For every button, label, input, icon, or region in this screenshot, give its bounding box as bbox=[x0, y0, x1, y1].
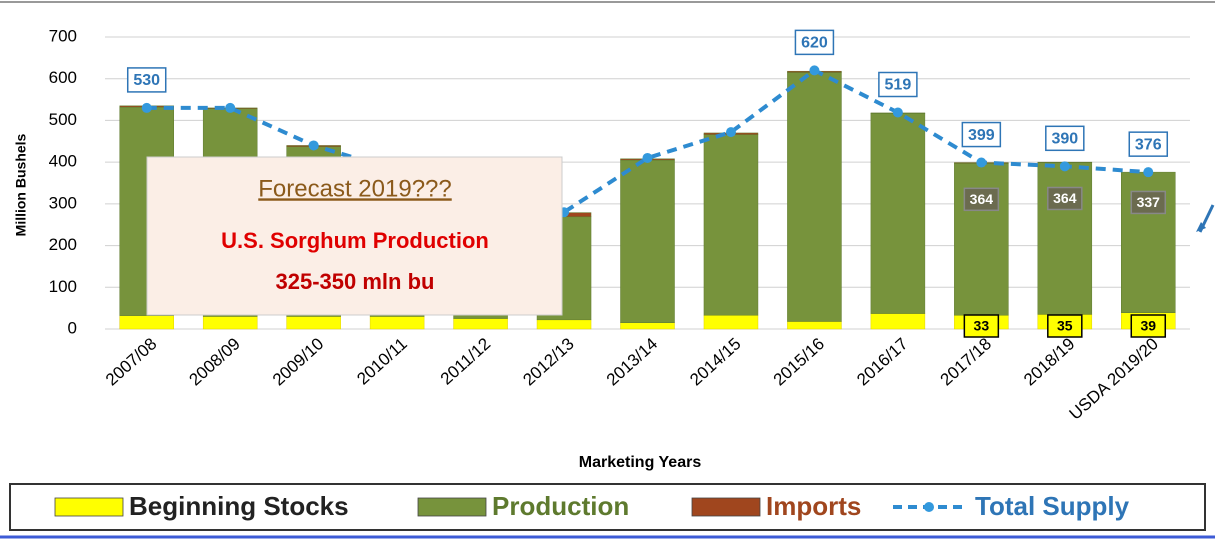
x-tick-label: 2007/08 bbox=[102, 334, 160, 389]
data-label: 376 bbox=[1135, 136, 1162, 153]
line-marker bbox=[892, 107, 903, 118]
legend-label: Imports bbox=[766, 491, 861, 521]
annotation-line: U.S. Sorghum Production bbox=[221, 228, 489, 253]
data-label-box bbox=[961, 121, 1002, 148]
data-label: 33 bbox=[974, 318, 990, 334]
bar-segment bbox=[954, 163, 1009, 316]
line-marker bbox=[141, 102, 152, 113]
bar-segment bbox=[703, 314, 759, 330]
legend-label: Beginning Stocks bbox=[129, 491, 349, 521]
x-axis-label: Marketing Years bbox=[579, 454, 702, 471]
line-marker bbox=[1059, 161, 1070, 172]
line-marker bbox=[642, 152, 653, 163]
x-tick-label: 2018/19 bbox=[1020, 334, 1078, 389]
bar-segment bbox=[620, 322, 675, 330]
legend-box bbox=[9, 483, 1206, 531]
data-label-box bbox=[1045, 125, 1085, 152]
bar-segment bbox=[369, 316, 425, 330]
bar-segment bbox=[703, 134, 759, 316]
data-label: 620 bbox=[801, 35, 828, 52]
data-label: 399 bbox=[968, 127, 995, 144]
arrow-head bbox=[1196, 222, 1206, 232]
bar-segment bbox=[119, 315, 174, 330]
line-marker bbox=[225, 102, 236, 113]
y-tick-label: 300 bbox=[49, 193, 77, 212]
y-tick-label: 700 bbox=[49, 26, 77, 45]
bar-segment bbox=[870, 313, 926, 330]
y-axis-label: Million Bushels bbox=[13, 133, 29, 236]
annotation-line: 325-350 mln bu bbox=[276, 269, 435, 294]
legend-label: Production bbox=[492, 491, 629, 521]
y-tick-label: 600 bbox=[49, 68, 77, 87]
data-label: 530 bbox=[133, 72, 160, 89]
data-label: 35 bbox=[1057, 318, 1073, 334]
bar-segment bbox=[787, 321, 842, 330]
line-marker bbox=[1143, 167, 1154, 178]
legend-swatch bbox=[691, 497, 761, 517]
x-tick-label: USDA 2019/20 bbox=[1066, 334, 1162, 423]
annotation-title: Forecast 2019??? bbox=[258, 175, 451, 202]
x-tick-label: 2009/10 bbox=[269, 334, 327, 389]
data-label-box bbox=[1128, 131, 1169, 157]
x-tick-label: 2008/09 bbox=[185, 334, 243, 389]
legend: Beginning Stocks Production Imports Total S… bbox=[54, 491, 1130, 521]
data-label-box bbox=[1130, 314, 1167, 338]
legend-label: Total Supply bbox=[975, 491, 1130, 521]
x-tick-label: 2011/12 bbox=[437, 334, 494, 388]
bar-segment bbox=[202, 316, 258, 330]
annotation-box bbox=[146, 156, 563, 316]
x-tick-label: 2015/16 bbox=[770, 334, 828, 389]
line-marker bbox=[725, 127, 736, 138]
y-tick-label: 200 bbox=[49, 235, 77, 254]
legend-swatch bbox=[417, 497, 487, 517]
bar-segment bbox=[787, 72, 842, 322]
data-label: 390 bbox=[1051, 131, 1078, 148]
bar-segment bbox=[286, 316, 341, 330]
y-tick-label: 0 bbox=[68, 318, 77, 337]
data-label-box bbox=[1047, 186, 1083, 211]
bar-segment bbox=[453, 318, 508, 330]
x-tick-label: 2013/14 bbox=[603, 334, 661, 389]
data-label-box bbox=[126, 67, 167, 93]
x-tick-label: 2016/17 bbox=[853, 334, 911, 389]
data-label-box bbox=[963, 187, 1000, 212]
y-tick-label: 100 bbox=[49, 277, 77, 296]
legend-swatch bbox=[924, 502, 934, 512]
data-label: 364 bbox=[970, 191, 994, 207]
line-marker bbox=[976, 157, 987, 168]
x-tick-label: 2012/13 bbox=[519, 334, 577, 389]
data-label-box bbox=[1047, 314, 1083, 338]
data-label-box bbox=[1130, 190, 1167, 215]
data-label: 364 bbox=[1053, 190, 1077, 206]
data-label: 39 bbox=[1140, 318, 1156, 334]
bar-segment bbox=[536, 319, 592, 330]
data-label-box bbox=[794, 29, 835, 56]
legend-swatch bbox=[54, 497, 124, 517]
data-label: 519 bbox=[885, 77, 912, 94]
x-tick-label: 2010/11 bbox=[353, 334, 410, 388]
bar-segment bbox=[870, 113, 926, 314]
x-tick-label: 2014/15 bbox=[686, 334, 744, 389]
line-marker bbox=[809, 65, 820, 76]
y-tick-label: 400 bbox=[49, 152, 77, 171]
y-tick-label: 500 bbox=[49, 110, 77, 129]
line-marker bbox=[308, 140, 319, 151]
x-tick-label: 2017/18 bbox=[937, 334, 995, 389]
annotation: Forecast 2019??? U.S. Sorghum Production… bbox=[146, 156, 563, 316]
data-label-box bbox=[878, 71, 918, 98]
bar-segment bbox=[620, 159, 675, 323]
bar-segment bbox=[1037, 162, 1093, 315]
data-label: 337 bbox=[1137, 194, 1161, 210]
data-label-box bbox=[963, 314, 1000, 338]
